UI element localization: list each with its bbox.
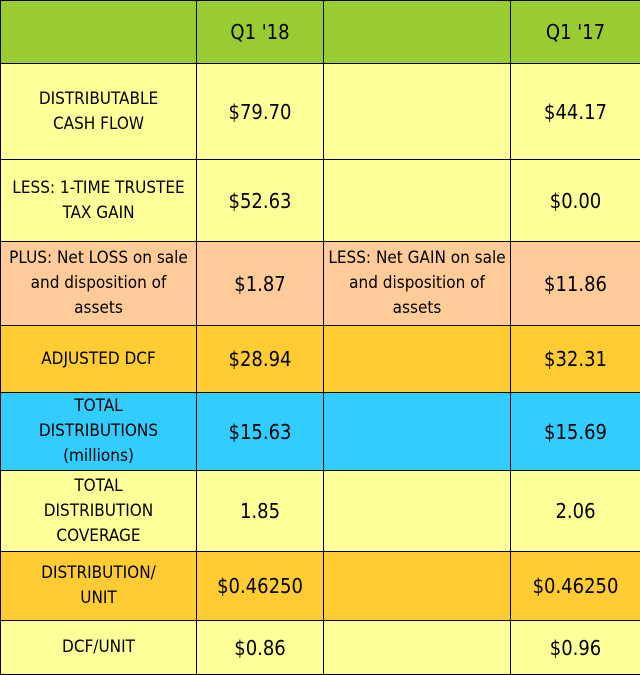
row-value-q1-18: $0.86 <box>197 621 324 675</box>
row-mid-cell: LESS: Net GAIN on sale and disposition o… <box>324 242 511 326</box>
row-label: PLUS: Net LOSS on sale and disposition o… <box>1 242 197 326</box>
row-value-q1-17: $11.86 <box>511 242 640 326</box>
row-value-q1-18: $28.94 <box>197 326 324 393</box>
row-label: TOTAL DISTRIBUTIONS (millions) <box>1 393 197 471</box>
row-mid-cell <box>324 471 511 552</box>
table-row-dcf-per-unit: DCF/UNIT $0.86 $0.96 <box>1 621 640 675</box>
row-value-q1-18: $0.46250 <box>197 552 324 621</box>
table-row-distributable-cash-flow: DISTRIBUTABLE CASH FLOW $79.70 $44.17 <box>1 64 640 160</box>
table-row-distribution-coverage: TOTAL DISTRIBUTION COVERAGE 1.85 2.06 <box>1 471 640 552</box>
row-value-q1-17: $15.69 <box>511 393 640 471</box>
table-row-total-distributions: TOTAL DISTRIBUTIONS (millions) $15.63 $1… <box>1 393 640 471</box>
row-mid-cell <box>324 621 511 675</box>
row-value-q1-18: $52.63 <box>197 160 324 242</box>
row-value-q1-18: $1.87 <box>197 242 324 326</box>
table-row-trustee-tax-gain: LESS: 1-TIME TRUSTEE TAX GAIN $52.63 $0.… <box>1 160 640 242</box>
row-value-q1-18: 1.85 <box>197 471 324 552</box>
row-value-q1-17: $32.31 <box>511 326 640 393</box>
row-label: ADJUSTED DCF <box>1 326 197 393</box>
row-mid-cell <box>324 552 511 621</box>
header-mid-cell <box>324 1 511 64</box>
row-mid-cell <box>324 64 511 160</box>
row-mid-cell <box>324 393 511 471</box>
row-label: DISTRIBUTION/ UNIT <box>1 552 197 621</box>
header-row: Q1 '18 Q1 '17 <box>1 1 640 64</box>
row-value-q1-17: $0.00 <box>511 160 640 242</box>
table-row-adjusted-dcf: ADJUSTED DCF $28.94 $32.31 <box>1 326 640 393</box>
header-q1-18: Q1 '18 <box>197 1 324 64</box>
row-label: DCF/UNIT <box>1 621 197 675</box>
row-value-q1-17: $0.96 <box>511 621 640 675</box>
row-mid-cell <box>324 160 511 242</box>
row-label: LESS: 1-TIME TRUSTEE TAX GAIN <box>1 160 197 242</box>
table-row-distribution-per-unit: DISTRIBUTION/ UNIT $0.46250 $0.46250 <box>1 552 640 621</box>
row-mid-cell <box>324 326 511 393</box>
row-value-q1-17: $0.46250 <box>511 552 640 621</box>
table-row-net-loss-gain: PLUS: Net LOSS on sale and disposition o… <box>1 242 640 326</box>
row-value-q1-18: $79.70 <box>197 64 324 160</box>
row-value-q1-17: 2.06 <box>511 471 640 552</box>
header-corner-cell <box>1 1 197 64</box>
header-q1-17: Q1 '17 <box>511 1 640 64</box>
row-label: DISTRIBUTABLE CASH FLOW <box>1 64 197 160</box>
row-value-q1-17: $44.17 <box>511 64 640 160</box>
row-value-q1-18: $15.63 <box>197 393 324 471</box>
row-label: TOTAL DISTRIBUTION COVERAGE <box>1 471 197 552</box>
